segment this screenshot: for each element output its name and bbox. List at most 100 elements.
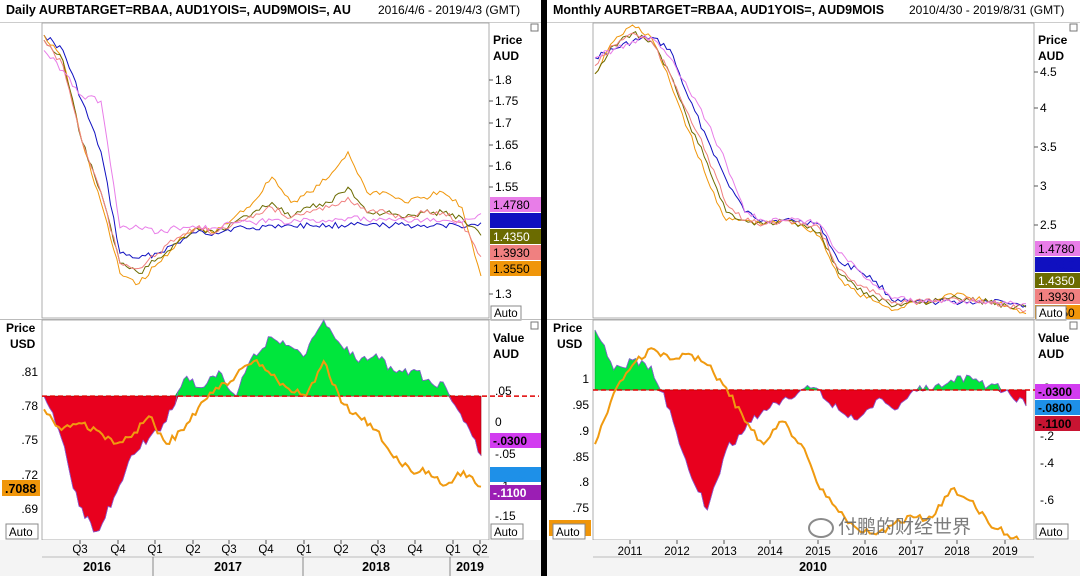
left-quarter-label: Q4 <box>258 544 274 556</box>
left-year-label: 2019 <box>456 560 484 574</box>
left-top-badge <box>490 213 541 228</box>
right-top-axis-label1: Price <box>1038 33 1068 47</box>
left-bottom-right-badge-label: -.1100 <box>493 486 527 500</box>
left-bottom-right-label1: Value <box>493 331 525 345</box>
right-top-badge <box>1035 289 1080 304</box>
left-top-badge-label: 1.3550 <box>493 262 530 276</box>
left-top-badge-label: 1.4780 <box>493 198 530 212</box>
right-audusd-line <box>594 347 1027 544</box>
right-top-badge-label: 1.4780 <box>1038 242 1075 256</box>
left-bottom-left-auto-button <box>5 523 39 540</box>
watermark: 付鹏的财经世界 <box>808 512 971 539</box>
left-quarter-label: Q1 <box>147 544 162 556</box>
right-bottom-left-auto-label: Auto <box>556 527 580 539</box>
left-bottom-left-tick-label: .69 <box>21 502 38 516</box>
right-bottom-close-box <box>1069 321 1078 330</box>
left-bottom-right-tick-label: -.05 <box>495 447 516 461</box>
right-year-label: 2019 <box>992 546 1018 558</box>
right-title-bar: Monthly AURBTARGET=RBAA, AUD1YOIS=, AUD9… <box>547 0 1080 23</box>
left-bottom-right-tick-label: -.15 <box>495 509 516 523</box>
right-bottom-right-badge <box>1035 400 1080 415</box>
right-bottom-right-badge <box>1035 384 1080 399</box>
right-bottom-left-label2: USD <box>557 337 583 351</box>
right-decade-label: 2010 <box>799 560 827 574</box>
right-top-series-line <box>594 32 1027 313</box>
left-year-label: 2018 <box>362 560 390 574</box>
left-year-label: 2017 <box>214 560 242 574</box>
right-bottom-left-tick-label: .85 <box>572 450 589 464</box>
left-title-bar: Daily AURBTARGET=RBAA, AUD1YOIS=, AUD9MO… <box>0 0 541 23</box>
left-top-close-box <box>530 23 539 32</box>
right-bottom-right-label1: Value <box>1038 331 1070 345</box>
left-top-tick-label: 1.6 <box>495 159 512 173</box>
left-bottom-right-auto-button <box>490 523 524 540</box>
left-quarter-label: Q2 <box>472 544 487 556</box>
right-top-tick-label: 3.5 <box>1040 140 1057 154</box>
right-top-badge-label: 1.4550 <box>1038 258 1075 272</box>
right-year-label: 2018 <box>944 546 970 558</box>
left-top-badge-label: 1.3930 <box>493 246 530 260</box>
left-top-badge <box>490 245 541 260</box>
left-bottom-left-tick-label: .75 <box>21 433 38 447</box>
left-quarter-label: Q4 <box>407 544 423 556</box>
left-x-axis-area <box>0 540 541 576</box>
left-top-series-line <box>43 50 482 235</box>
right-bottom-right-tick-label: -.6 <box>1040 493 1054 507</box>
left-spread-line <box>43 319 482 533</box>
left-top-series-line <box>43 34 482 286</box>
watermark-text: 付鹏的财经世界 <box>838 516 972 538</box>
left-bottom-left-tick-label: .81 <box>21 365 38 379</box>
right-top-tick-label: 4.5 <box>1040 65 1057 79</box>
left-quarter-label: Q3 <box>370 544 385 556</box>
right-bottom-left-tick-label: .9 <box>579 424 589 438</box>
right-year-label: 2012 <box>664 546 690 558</box>
right-top-auto-label: Auto <box>1039 308 1063 320</box>
left-top-series-line <box>43 39 482 270</box>
right-top-badge <box>1035 273 1080 288</box>
left-top-plot-area <box>41 22 490 319</box>
right-top-badge <box>1035 241 1080 256</box>
left-bottom-right-badge <box>490 485 541 500</box>
left-top-tick-label: 1.75 <box>495 94 519 108</box>
right-year-label: 2016 <box>852 546 878 558</box>
right-top-series-line <box>594 35 1027 308</box>
right-bottom-right-badge-label: -.1100 <box>1038 417 1072 431</box>
left-bottom-left-badge <box>2 480 40 496</box>
left-quarter-label: Q1 <box>296 544 311 556</box>
left-quarter-label: Q2 <box>185 544 200 556</box>
right-top-tick-label: 3 <box>1040 179 1047 193</box>
left-top-tick-label: 1.55 <box>495 180 519 194</box>
right-bottom-left-label1: Price <box>553 321 583 335</box>
left-bottom-left-tick-label: .78 <box>21 399 38 413</box>
left-bottom-right-badge-label: -.0300 <box>493 434 527 448</box>
right-bottom-left-tick-label: 1 <box>582 372 589 386</box>
left-bottom-left-tick-label: .72 <box>21 468 38 482</box>
left-top-tick-label: 1.3 <box>495 287 512 301</box>
left-bottom-right-auto-label: Auto <box>494 527 518 539</box>
left-top-tick-label: 1.7 <box>495 116 512 130</box>
left-top-badge <box>490 229 541 244</box>
right-year-label: 2015 <box>805 546 831 558</box>
right-bottom-right-auto-button <box>1035 523 1069 540</box>
left-top-badge <box>490 197 541 212</box>
left-bottom-right-badge <box>490 433 541 448</box>
left-bottom-right-label2: AUD <box>493 347 519 361</box>
right-bottom-right-tick-label: -.2 <box>1040 429 1054 443</box>
right-chart-svg: Price AUD 4.5 4 3.5 3 2.5 1.4780 1.4550 1.4350 1.3… <box>547 22 1080 576</box>
right-chart-range: 2010/4/30 - 2019/8/31 (GMT) <box>909 3 1065 17</box>
right-top-badge-label: 1.4350 <box>1038 274 1075 288</box>
left-chart-range: 2016/4/6 - 2019/4/3 (GMT) <box>378 3 521 17</box>
right-bottom-right-auto-label: Auto <box>1039 527 1063 539</box>
left-top-axis-label2: AUD <box>493 49 519 63</box>
right-top-tick-label: 4 <box>1040 101 1047 115</box>
left-bottom-left-label2: USD <box>10 337 36 351</box>
right-top-tick-label: 2.5 <box>1040 218 1057 232</box>
right-year-label: 2011 <box>618 546 643 558</box>
right-top-close-box <box>1069 23 1078 32</box>
right-x-axis-area <box>547 540 1080 576</box>
right-bottom-right-label2: AUD <box>1038 347 1064 361</box>
right-year-label: 2013 <box>711 546 737 558</box>
right-chart-title: Monthly AURBTARGET=RBAA, AUD1YOIS=, AUD9… <box>553 3 885 17</box>
left-year-label: 2016 <box>83 560 111 574</box>
left-chart-svg: Price AUD 1.8 1.75 1.7 1.65 1.6 1.55 1.3 1.4780 1.… <box>0 22 541 576</box>
